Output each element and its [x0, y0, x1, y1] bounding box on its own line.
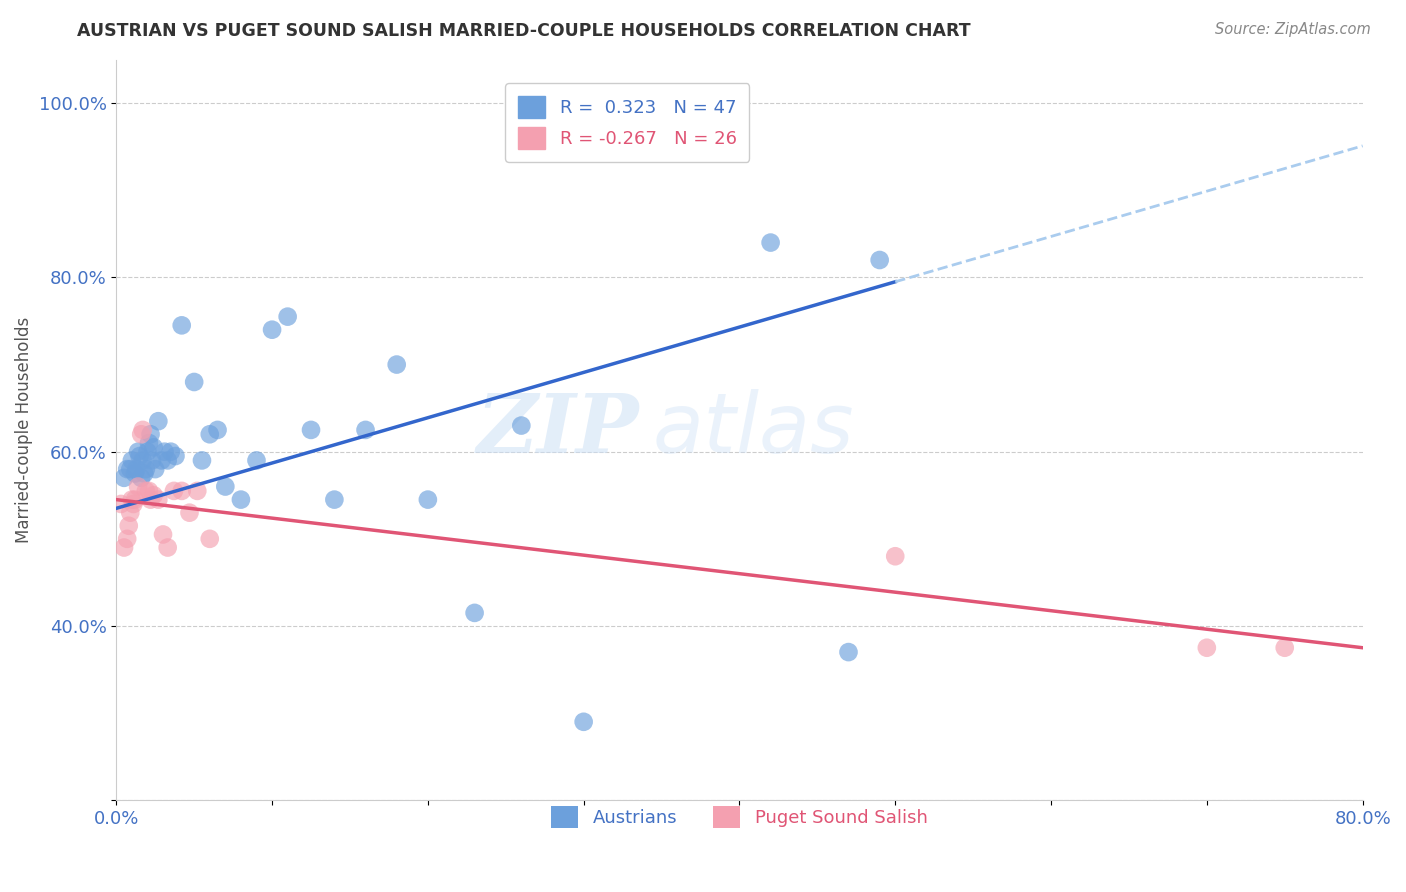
Point: [1274, 640, 1296, 655]
Point: [138, 483, 160, 498]
Point: [132, 453, 155, 467]
Text: ZIP: ZIP: [477, 390, 640, 470]
Point: [837, 645, 859, 659]
Point: [156, 453, 179, 467]
Point: [124, 467, 146, 481]
Point: [150, 453, 173, 467]
Point: [510, 418, 533, 433]
Point: [121, 492, 143, 507]
Point: [759, 235, 782, 250]
Point: [277, 310, 299, 324]
Point: [143, 462, 166, 476]
Point: [198, 427, 221, 442]
Point: [125, 462, 148, 476]
Point: [1195, 640, 1218, 655]
Point: [127, 479, 149, 493]
Point: [138, 436, 160, 450]
Point: [323, 492, 346, 507]
Point: [121, 453, 143, 467]
Point: [142, 440, 165, 454]
Point: [120, 506, 142, 520]
Point: [135, 462, 157, 476]
Point: [191, 453, 214, 467]
Point: [142, 488, 165, 502]
Point: [136, 444, 159, 458]
Point: [139, 492, 162, 507]
Point: [122, 497, 145, 511]
Point: [112, 471, 135, 485]
Point: [112, 541, 135, 555]
Point: [186, 483, 208, 498]
Point: [159, 444, 181, 458]
Point: [132, 423, 155, 437]
Point: [245, 453, 267, 467]
Point: [128, 449, 150, 463]
Point: [385, 358, 408, 372]
Point: [416, 492, 439, 507]
Point: [179, 506, 201, 520]
Point: [299, 423, 322, 437]
Point: [153, 444, 176, 458]
Point: [115, 532, 138, 546]
Point: [869, 252, 891, 267]
Point: [198, 532, 221, 546]
Point: [183, 375, 205, 389]
Point: [148, 414, 170, 428]
Legend: Austrians, Puget Sound Salish: Austrians, Puget Sound Salish: [544, 799, 935, 836]
Point: [129, 471, 152, 485]
Point: [354, 423, 377, 437]
Point: [262, 323, 284, 337]
Point: [214, 479, 236, 493]
Y-axis label: Married-couple Households: Married-couple Households: [15, 317, 32, 543]
Text: Source: ZipAtlas.com: Source: ZipAtlas.com: [1215, 22, 1371, 37]
Point: [156, 541, 179, 555]
Point: [135, 483, 157, 498]
Point: [134, 467, 156, 481]
Point: [170, 318, 193, 333]
Point: [165, 449, 187, 463]
Point: [464, 606, 486, 620]
Point: [127, 444, 149, 458]
Point: [170, 483, 193, 498]
Point: [572, 714, 595, 729]
Point: [651, 96, 673, 111]
Point: [110, 497, 132, 511]
Point: [207, 423, 229, 437]
Point: [229, 492, 252, 507]
Point: [163, 483, 186, 498]
Point: [124, 492, 146, 507]
Point: [139, 427, 162, 442]
Text: atlas: atlas: [652, 390, 853, 470]
Point: [141, 453, 163, 467]
Point: [118, 518, 141, 533]
Point: [148, 492, 170, 507]
Point: [603, 96, 626, 111]
Point: [152, 527, 174, 541]
Point: [120, 462, 142, 476]
Point: [884, 549, 907, 564]
Point: [129, 427, 152, 442]
Text: AUSTRIAN VS PUGET SOUND SALISH MARRIED-COUPLE HOUSEHOLDS CORRELATION CHART: AUSTRIAN VS PUGET SOUND SALISH MARRIED-C…: [77, 22, 972, 40]
Point: [115, 462, 138, 476]
